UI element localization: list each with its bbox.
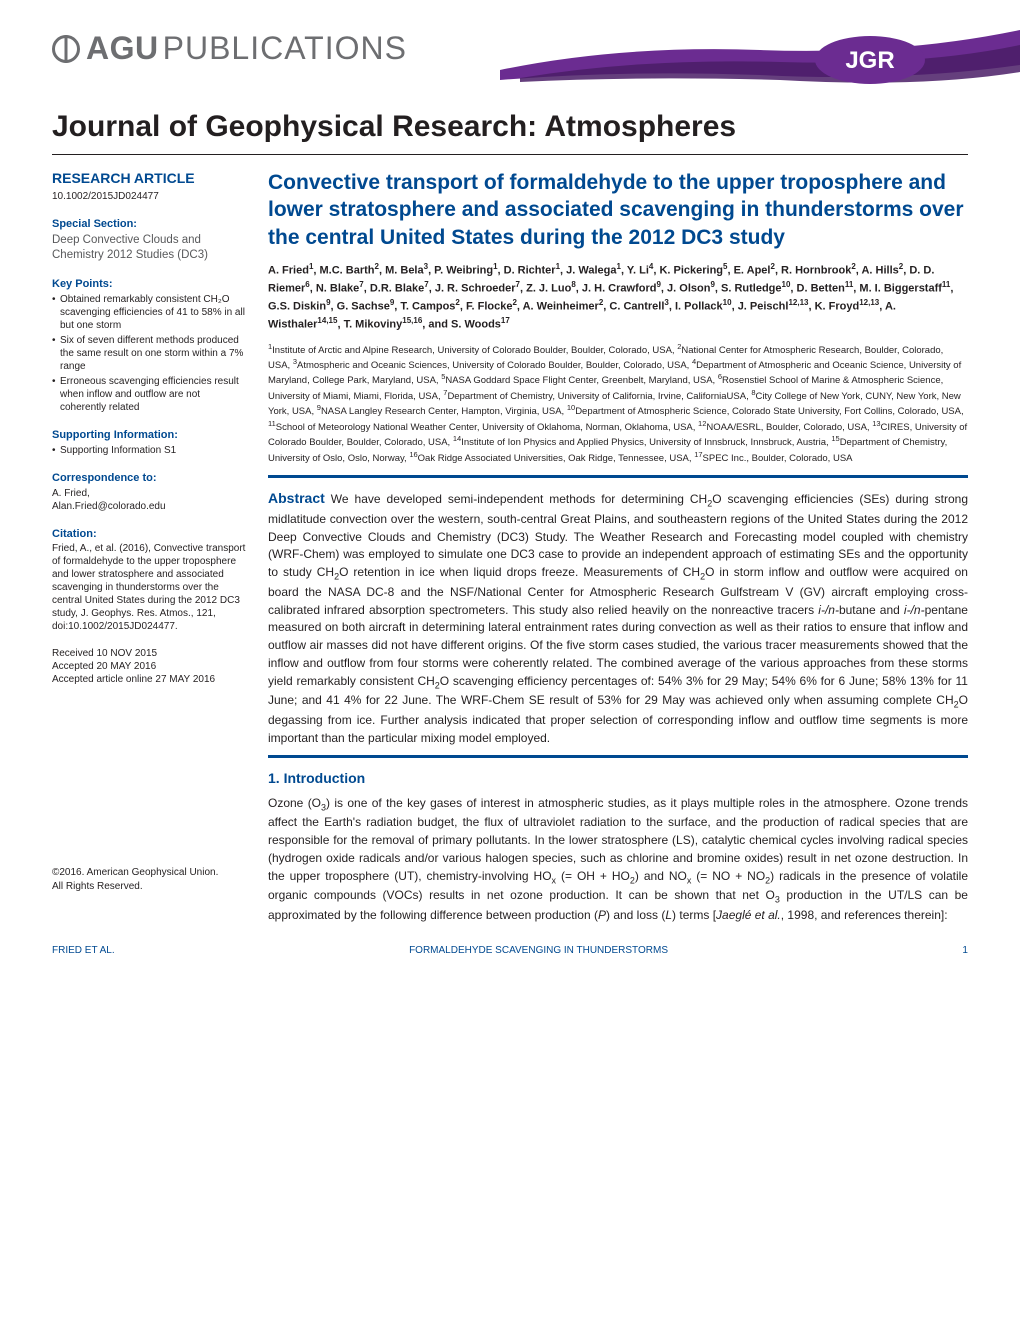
affiliations: 1Institute of Arctic and Alpine Research… (268, 342, 968, 466)
divider-rule (268, 475, 968, 478)
agu-logo: AGU PUBLICATIONS (52, 30, 407, 67)
special-section-label: Special Section: (52, 217, 248, 232)
supporting-info-list: Supporting Information S1 (52, 444, 248, 457)
rights: All Rights Reserved. (52, 880, 248, 894)
abstract-text: We have developed semi-independent metho… (268, 492, 968, 745)
abstract: Abstract We have developed semi-independ… (268, 488, 968, 747)
key-point: Erroneous scavenging efficiencies result… (52, 375, 248, 414)
abstract-label: Abstract (268, 490, 325, 506)
main-content: Convective transport of formaldehyde to … (268, 169, 968, 925)
key-point: Six of seven different methods produced … (52, 334, 248, 373)
key-points-list: Obtained remarkably consistent CH₂O scav… (52, 293, 248, 414)
divider-rule (268, 755, 968, 758)
copyright: ©2016. American Geophysical Union. (52, 866, 248, 880)
accepted-date: Accepted 20 MAY 2016 (52, 660, 248, 673)
correspondence-name: A. Fried, (52, 487, 248, 500)
key-point: Obtained remarkably consistent CH₂O scav… (52, 293, 248, 332)
header-banner: AGU PUBLICATIONS JGR (0, 0, 1020, 104)
authors: A. Fried1, M.C. Barth2, M. Bela3, P. Wei… (268, 261, 968, 334)
logo-publications: PUBLICATIONS (163, 30, 407, 67)
supporting-item[interactable]: Supporting Information S1 (52, 444, 248, 457)
citation-text: Fried, A., et al. (2016), Convective tra… (52, 542, 248, 633)
page-footer: FRIED ET AL. FORMALDEHYDE SCAVENGING IN … (0, 925, 1020, 986)
accepted-online-date: Accepted article online 27 MAY 2016 (52, 673, 248, 686)
title-divider (52, 154, 968, 155)
special-section[interactable]: Deep Convective Clouds and Chemistry 201… (52, 233, 248, 263)
correspondence-label: Correspondence to: (52, 471, 248, 486)
sidebar: RESEARCH ARTICLE 10.1002/2015JD024477 Sp… (52, 169, 248, 925)
globe-icon (52, 35, 80, 63)
section-1-body: Ozone (O3) is one of the key gases of in… (268, 795, 968, 925)
section-1-head: 1. Introduction (268, 768, 968, 788)
citation-label: Citation: (52, 527, 248, 542)
jgr-swoosh: JGR (500, 20, 1020, 90)
received-date: Received 10 NOV 2015 (52, 647, 248, 660)
footer-running-title: FORMALDEHYDE SCAVENGING IN THUNDERSTORMS (409, 945, 668, 956)
article-title: Convective transport of formaldehyde to … (268, 169, 968, 251)
supporting-info-label: Supporting Information: (52, 428, 248, 443)
jgr-badge: JGR (845, 47, 894, 74)
doi: 10.1002/2015JD024477 (52, 190, 248, 204)
key-points-label: Key Points: (52, 277, 248, 292)
logo-agu: AGU (86, 30, 159, 67)
article-type: RESEARCH ARTICLE (52, 169, 248, 188)
footer-authors: FRIED ET AL. (52, 945, 115, 956)
footer-page-number: 1 (962, 945, 968, 956)
journal-title: Journal of Geophysical Research: Atmosph… (0, 104, 1020, 154)
correspondence-email[interactable]: Alan.Fried@colorado.edu (52, 500, 248, 513)
